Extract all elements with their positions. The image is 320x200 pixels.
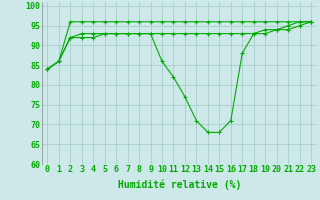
X-axis label: Humidité relative (%): Humidité relative (%): [117, 180, 241, 190]
